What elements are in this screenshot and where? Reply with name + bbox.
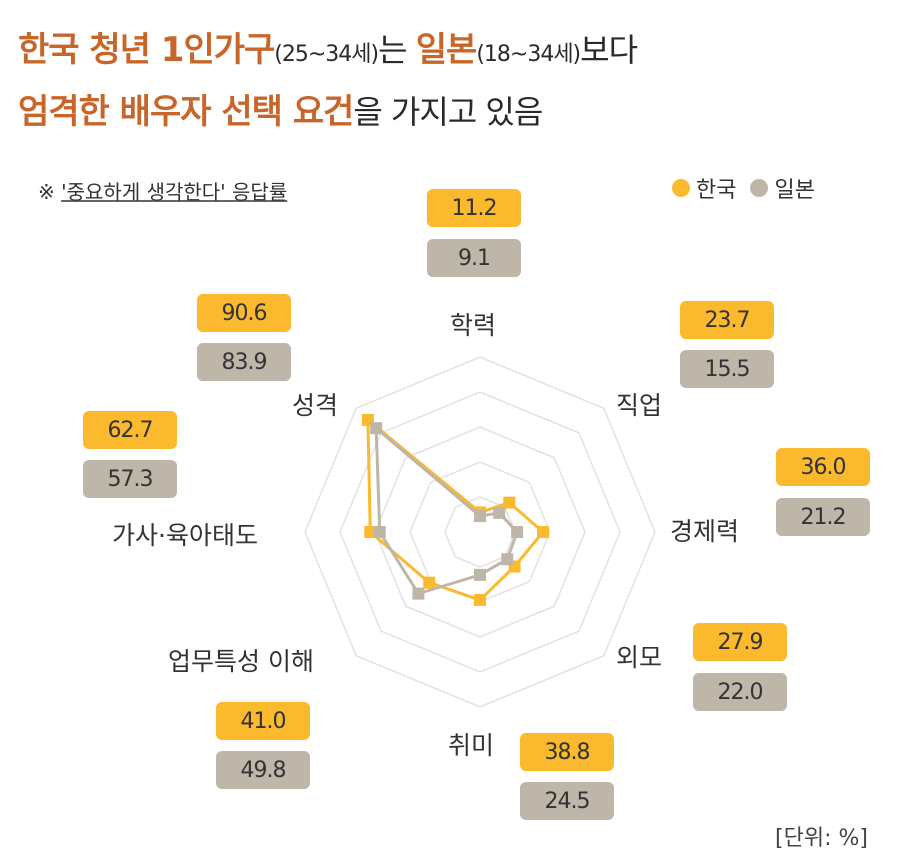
japan-value-job-understanding: 49.8 [216, 751, 310, 789]
title-seg: 일본 [415, 30, 478, 70]
korea-value-hobby: 38.8 [520, 733, 614, 771]
note-mark: ※ [38, 180, 62, 204]
japan-dot-icon [750, 179, 769, 197]
legend-item-japan: 일본 [750, 172, 815, 204]
legend-item-korea: 한국 [672, 172, 736, 204]
japan-value-occupation: 15.5 [680, 350, 774, 388]
data-point-marker [493, 506, 506, 519]
korea-value-job-understanding: 41.0 [216, 702, 310, 740]
data-point-marker [511, 526, 524, 538]
axis-label-appearance: 외모 [616, 643, 663, 672]
korea-value-personality: 90.6 [197, 294, 291, 332]
data-point-marker [370, 422, 383, 435]
japan-value-housework: 57.3 [83, 460, 177, 498]
axis-label-job-understanding: 업무특성 이해 [168, 647, 314, 676]
data-point-marker [364, 526, 377, 538]
korea-value-housework: 62.7 [83, 411, 177, 449]
legend-label: 한국 [696, 178, 737, 203]
data-point-marker [503, 496, 516, 509]
unit-label: [단위: %] [775, 826, 868, 851]
title-line-1: 한국 청년 1인가구(25~34세)는 일본(18~34세)보다 [18, 22, 638, 84]
data-point-marker [537, 526, 549, 538]
chart-title: 한국 청년 1인가구(25~34세)는 일본(18~34세)보다 엄격한 배우자… [18, 22, 638, 146]
axis-label-hobby: 취미 [448, 731, 495, 760]
data-point-marker [423, 576, 436, 589]
series-line-korea [366, 418, 545, 602]
data-point-marker [373, 526, 386, 538]
title-seg: 을 가지고 있음 [353, 93, 543, 131]
title-seg: 한국 청년 1인가구 [18, 30, 275, 70]
data-point-marker [501, 553, 514, 566]
grid-ring [374, 426, 586, 638]
axis-label-personality: 성격 [292, 391, 339, 420]
korea-value-education: 11.2 [427, 189, 521, 227]
legend-label: 일본 [774, 178, 815, 203]
title-seg: 엄격한 배우자 선택 요건 [18, 92, 354, 132]
japan-value-hobby: 24.5 [520, 782, 614, 820]
grid-ring [444, 496, 516, 568]
axis-label-housework: 가사·육아태도 [112, 521, 258, 550]
title-seg: (18~34세) [476, 42, 581, 67]
title-seg: 보다 [580, 31, 638, 69]
data-point-marker [474, 593, 486, 606]
title-seg: 는 [378, 31, 416, 69]
korea-value-economic: 36.0 [776, 448, 870, 486]
title-seg: (25~34세) [274, 42, 379, 67]
response-rate-note: ※ '중요하게 생각한다' 응답률 [38, 176, 287, 205]
japan-value-education: 9.1 [427, 239, 521, 277]
korea-dot-icon [672, 179, 690, 197]
japan-value-economic: 21.2 [776, 498, 870, 536]
korea-value-appearance: 27.9 [693, 623, 787, 661]
data-point-marker [474, 568, 486, 581]
title-line-2: 엄격한 배우자 선택 요건을 가지고 있음 [18, 84, 637, 146]
axis-label-education: 학력 [450, 311, 497, 340]
legend: 한국 일본 [672, 172, 815, 204]
data-point-marker [412, 587, 425, 600]
axis-label-occupation: 직업 [616, 391, 663, 420]
data-point-marker [474, 510, 486, 523]
axis-label-economic: 경제력 [670, 517, 740, 546]
japan-value-appearance: 22.0 [693, 673, 787, 711]
korea-value-occupation: 23.7 [680, 301, 774, 339]
japan-value-personality: 83.9 [197, 343, 291, 381]
note-text: '중요하게 생각한다' 응답률 [61, 180, 288, 204]
grid-ring [339, 391, 621, 673]
grid-ring [304, 356, 656, 708]
